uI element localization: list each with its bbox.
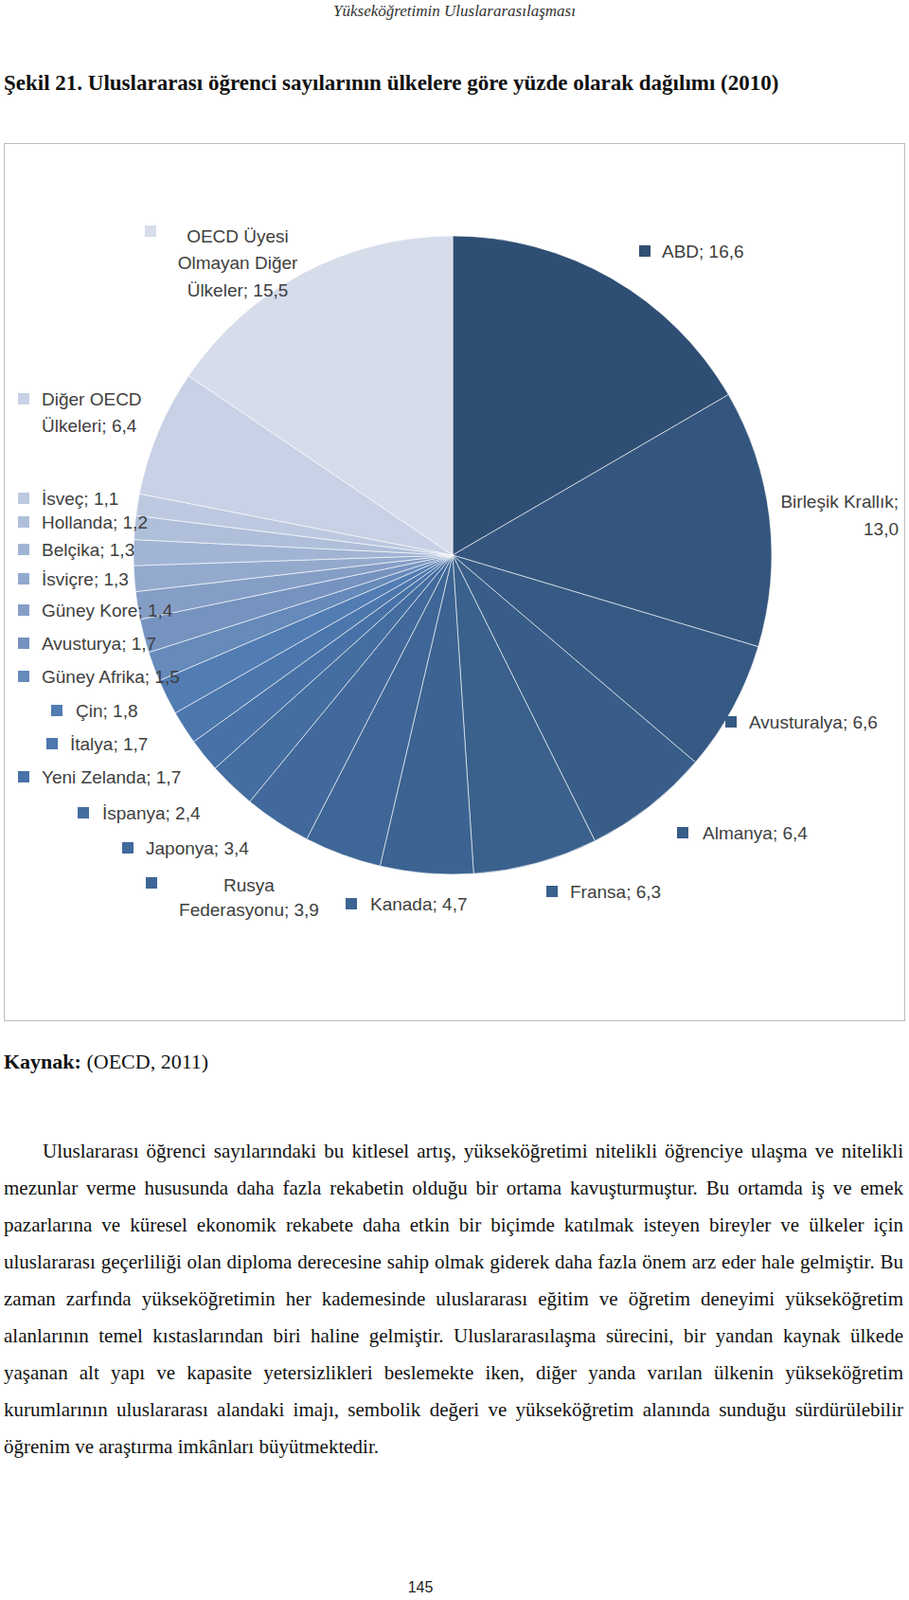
svg-text:Diğer OECD: Diğer OECD: [41, 389, 143, 410]
svg-text:İtalya; 1,7: İtalya; 1,7: [70, 733, 148, 754]
svg-text:ABD; 16,6: ABD; 16,6: [661, 241, 745, 262]
svg-text:Ülkeleri; 6,4: Ülkeleri; 6,4: [41, 415, 138, 436]
svg-text:13,0: 13,0: [863, 518, 899, 539]
svg-text:Almanya; 6,4: Almanya; 6,4: [702, 822, 808, 843]
svg-text:Hollanda; 1,2: Hollanda; 1,2: [41, 512, 148, 533]
svg-text:Japonya; 3,4: Japonya; 3,4: [145, 837, 250, 858]
svg-text:İsviçre; 1,3: İsviçre; 1,3: [41, 569, 129, 589]
svg-text:Yeni Zelanda; 1,7: Yeni Zelanda; 1,7: [41, 766, 181, 787]
svg-text:Olmayan Diğer: Olmayan Diğer: [178, 252, 299, 273]
html-text:Şekil 21. Uluslararası öğrenci: Şekil 21. Uluslararası öğrenci sayıların…: [3, 71, 779, 95]
svg-text:Belçika; 1,3: Belçika; 1,3: [41, 539, 135, 560]
svg-text:Ülkeler; 15,5: Ülkeler; 15,5: [187, 280, 289, 301]
svg-text:Güney Kore; 1,4: Güney Kore; 1,4: [41, 600, 174, 621]
svg-text:Kanada; 4,7: Kanada; 4,7: [370, 893, 467, 914]
svg-text:İspanya; 2,4: İspanya; 2,4: [102, 802, 201, 823]
html-text:Kaynak: (OECD, 2011): Kaynak: (OECD, 2011): [3, 1049, 209, 1073]
svg-text:Birleşik Krallık;: Birleşik Krallık;: [780, 491, 899, 512]
svg-text:Avusturya; 1,7: Avusturya; 1,7: [41, 633, 157, 654]
svg-text:Güney Afrika; 1,5: Güney Afrika; 1,5: [41, 666, 180, 687]
svg-text:Avusturalya; 6,6: Avusturalya; 6,6: [748, 712, 878, 732]
html-text:Uluslararası öğrenci sayıların: Uluslararası öğrenci sayılarındaki bu ki…: [3, 1139, 904, 1458]
svg-text:Rusya: Rusya: [223, 874, 275, 895]
svg-text:Fransa; 6,3: Fransa; 6,3: [570, 881, 661, 902]
html-text:145: 145: [407, 1578, 434, 1595]
svg-text:Çin; 1,8: Çin; 1,8: [75, 700, 138, 721]
svg-text:Federasyonu; 3,9: Federasyonu; 3,9: [178, 899, 320, 920]
svg-text:İsveç; 1,1: İsveç; 1,1: [41, 488, 119, 509]
html-text:Yükseköğretimin Uluslararasıla: Yükseköğretimin Uluslararasılaşması: [333, 1, 576, 20]
svg-text:OECD Üyesi: OECD Üyesi: [186, 226, 289, 247]
